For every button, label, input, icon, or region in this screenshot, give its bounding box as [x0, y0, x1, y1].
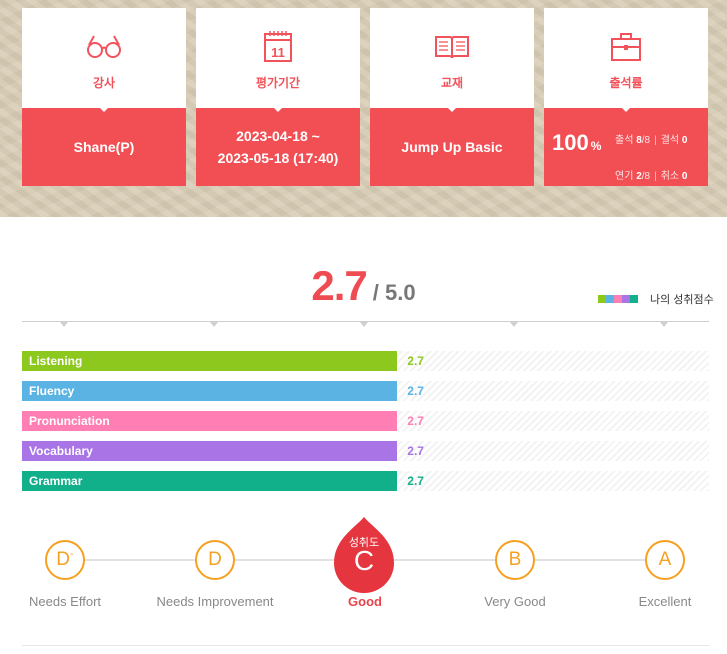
- attendance-card-header: 출석률: [544, 8, 708, 108]
- textbook-title: 교재: [440, 76, 464, 90]
- skill-bar-value: 2.7: [407, 444, 424, 458]
- grade-letter: D: [208, 549, 222, 570]
- grade-name: Excellent: [638, 594, 692, 609]
- attendance-row-2: 연기 2/8 | 취소 0: [615, 171, 688, 182]
- grade-circle: B: [495, 540, 535, 580]
- legend-color: [614, 295, 622, 303]
- skill-bar-row: Fluency 2.7: [22, 381, 709, 401]
- skill-bar-value: 2.7: [407, 474, 424, 488]
- summary-banner: 강사 Shane(P) 11 평가기간 2023-04-18 ~ 2023-05…: [0, 0, 727, 217]
- attendance-card: 출석률 100% 출석 8/8 | 결석 0 연기 2/8 | 취소 0: [544, 8, 708, 186]
- skill-bar-value: 2.7: [407, 414, 424, 428]
- skill-bar: [22, 441, 398, 461]
- attendance-value: 100% 출석 8/8 | 결석 0 연기 2/8 | 취소 0: [544, 107, 708, 186]
- grade-letter: A: [658, 549, 672, 570]
- grade-name: Good: [348, 594, 382, 609]
- skill-bar: [22, 471, 398, 491]
- active-grade-drop: [334, 517, 394, 593]
- skill-bar-row: Listening 2.7: [22, 351, 709, 371]
- grade-circle: D: [195, 540, 235, 580]
- skill-bar-label: Vocabulary: [29, 444, 93, 458]
- total-score: 2.7/ 5.0: [0, 262, 727, 312]
- skill-bar-label: Listening: [29, 354, 83, 368]
- calendar-icon: 11: [264, 31, 292, 62]
- period-value: 2023-04-18 ~ 2023-05-18 (17:40): [196, 107, 360, 186]
- period-end: 2023-05-18 (17:40): [217, 150, 339, 166]
- skill-bar: [22, 351, 398, 371]
- legend: 나의 성취점수: [598, 291, 714, 307]
- legend-swatch: [598, 295, 638, 303]
- teacher-card-header: 강사: [22, 8, 186, 108]
- period-card-header: 11 평가기간: [196, 8, 360, 108]
- teacher-card: 강사 Shane(P): [22, 8, 186, 186]
- textbook-card-header: 교재: [370, 8, 534, 108]
- grade-circle: D-: [45, 540, 85, 580]
- skill-bar-value: 2.7: [407, 354, 424, 368]
- attendance-row-1: 출석 8/8 | 결석 0: [615, 135, 688, 146]
- grade-name: Needs Effort: [28, 594, 102, 609]
- axis-tick: [210, 322, 218, 327]
- active-grade-letter: C: [353, 545, 375, 576]
- grade-modifier: -: [70, 548, 74, 560]
- skill-bar-row: Vocabulary 2.7: [22, 441, 709, 461]
- glasses-icon: [87, 35, 121, 58]
- teacher-title: 강사: [92, 76, 116, 90]
- grade-letter: B: [508, 549, 522, 570]
- legend-label: 나의 성취점수: [650, 294, 714, 306]
- grade-name: Needs Improvement: [156, 594, 274, 609]
- attendance-title: 출석률: [609, 76, 643, 90]
- skill-bar-value: 2.7: [407, 384, 424, 398]
- legend-color: [630, 295, 638, 303]
- skill-bar: [22, 411, 398, 431]
- grade-circle: A: [645, 540, 685, 580]
- active-grade-drop-shape: [334, 517, 394, 593]
- period-title: 평가기간: [255, 76, 301, 90]
- briefcase-icon: [611, 33, 641, 61]
- grade-letter: D: [56, 549, 71, 570]
- skill-bar-label: Fluency: [29, 384, 75, 398]
- axis-tick: [60, 322, 68, 327]
- legend-color: [606, 295, 614, 303]
- textbook-value: Jump Up Basic: [370, 107, 534, 186]
- score-axis: [22, 321, 709, 322]
- divider: [22, 645, 709, 646]
- score-max: / 5.0: [372, 280, 416, 305]
- period-card: 11 평가기간 2023-04-18 ~ 2023-05-18 (17:40): [196, 8, 360, 186]
- legend-color: [598, 295, 606, 303]
- period-start: 2023-04-18 ~: [236, 128, 320, 144]
- skill-bar: [22, 381, 398, 401]
- skill-bar-label: Grammar: [29, 474, 83, 488]
- skill-bar-label: Pronunciation: [29, 414, 110, 428]
- teacher-value: Shane(P): [22, 107, 186, 186]
- axis-tick: [510, 322, 518, 327]
- axis-tick: [360, 322, 368, 327]
- calendar-icon-day: 11: [271, 45, 285, 60]
- grade-name: Very Good: [484, 594, 546, 609]
- score-value: 2.7: [311, 262, 367, 309]
- book-icon: [435, 36, 469, 59]
- skill-bar-row: Grammar 2.7: [22, 471, 709, 491]
- skill-bar-row: Pronunciation 2.7: [22, 411, 709, 431]
- legend-color: [622, 295, 630, 303]
- textbook-card: 교재 Jump Up Basic: [370, 8, 534, 186]
- active-grade-caption: 성취도: [348, 537, 380, 549]
- axis-tick: [660, 322, 668, 327]
- attendance-percent: 100%: [552, 130, 602, 155]
